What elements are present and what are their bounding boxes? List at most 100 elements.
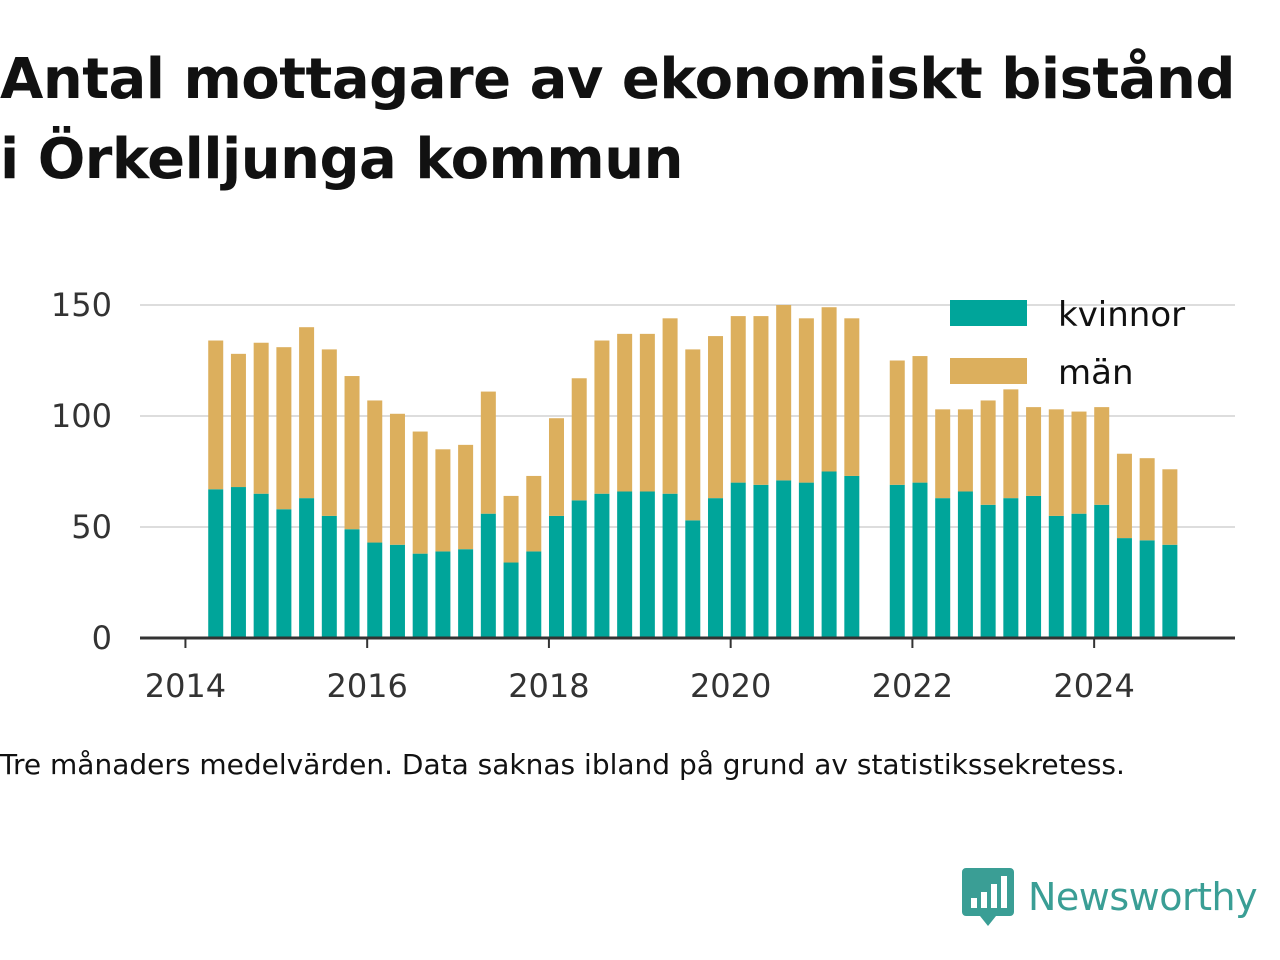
bars	[208, 305, 1178, 638]
bar-kvinnor	[957, 491, 973, 638]
x-tick-label: 2020	[690, 667, 771, 705]
bar-man	[435, 449, 451, 552]
bar-kvinnor	[1139, 540, 1155, 638]
bar-man	[753, 316, 769, 485]
chart-title-line-1: Antal mottagare av ekonomiskt bistånd	[0, 47, 1235, 112]
bar-man	[1139, 458, 1155, 541]
bar-man	[208, 340, 224, 490]
bar-kvinnor	[1116, 538, 1132, 638]
x-tick-label: 2022	[872, 667, 953, 705]
x-tick-label: 2016	[326, 667, 407, 705]
legend-swatch	[950, 300, 1027, 326]
bar-kvinnor	[617, 491, 633, 638]
legend: kvinnor män	[950, 295, 1185, 393]
bar-man	[1094, 407, 1110, 505]
bar-man	[662, 318, 678, 494]
x-axis-ticks: 2014 2016 2018 2020 2022 2024	[145, 638, 1135, 705]
bar-man	[957, 409, 973, 492]
bar-kvinnor	[821, 471, 837, 638]
bar-kvinnor	[594, 493, 610, 638]
bar-kvinnor	[458, 549, 474, 638]
bar-man	[344, 376, 360, 530]
bar-man	[639, 333, 655, 492]
legend-label: kvinnor	[1058, 295, 1185, 335]
bar-kvinnor	[889, 484, 905, 638]
brand-logo[interactable]: Newsworthy	[962, 862, 1258, 932]
bar-kvinnor	[708, 498, 724, 638]
y-axis-ticks: 0 50 100 150	[51, 286, 112, 657]
bar-kvinnor	[1026, 495, 1042, 638]
bar-kvinnor	[253, 493, 269, 638]
bar-kvinnor	[662, 493, 678, 638]
bar-kvinnor	[1094, 504, 1110, 638]
bar-kvinnor	[389, 544, 405, 638]
chart-title-line-2: i Örkelljunga kommun	[0, 127, 683, 192]
bar-man	[389, 413, 405, 545]
bar-kvinnor	[935, 498, 951, 638]
bar-man	[776, 305, 792, 481]
bar-kvinnor	[344, 529, 360, 638]
bar-kvinnor	[798, 482, 814, 638]
bar-kvinnor	[1048, 515, 1064, 638]
bar-kvinnor	[639, 491, 655, 638]
bar-man	[798, 318, 814, 483]
bar-man	[980, 400, 996, 505]
bar-kvinnor	[412, 553, 428, 638]
bar-man	[821, 307, 837, 472]
bar-kvinnor	[548, 515, 564, 638]
bar-man	[617, 333, 633, 492]
bar-man	[1026, 407, 1042, 496]
footnote: Tre månaders medelvärden. Data saknas ib…	[0, 748, 1125, 781]
bar-kvinnor	[1162, 544, 1178, 638]
bar-kvinnor	[844, 475, 860, 638]
bar-man	[730, 316, 746, 483]
bar-kvinnor	[367, 542, 383, 638]
bar-kvinnor	[1071, 513, 1087, 638]
bar-kvinnor	[980, 504, 996, 638]
x-tick-label: 2018	[508, 667, 589, 705]
newsworthy-logo-icon	[962, 868, 1014, 926]
legend-label: män	[1058, 353, 1134, 393]
bar-man	[571, 378, 587, 501]
bar-man	[844, 318, 860, 476]
bar-kvinnor	[912, 482, 928, 638]
bar-man	[526, 475, 542, 552]
bar-kvinnor	[1003, 498, 1019, 638]
bar-man	[458, 444, 474, 550]
x-tick-label: 2024	[1053, 667, 1134, 705]
bar-man	[889, 360, 905, 485]
y-tick-label: 0	[92, 619, 112, 657]
bar-man	[230, 353, 246, 488]
bar-kvinnor	[435, 551, 451, 638]
bar-man	[708, 336, 724, 499]
bar-kvinnor	[299, 498, 315, 638]
bar-man	[299, 327, 315, 499]
y-tick-label: 100	[51, 397, 112, 435]
bar-kvinnor	[276, 509, 292, 638]
bar-man	[276, 347, 292, 510]
bar-kvinnor	[208, 489, 224, 638]
bar-man	[253, 342, 269, 494]
bar-man	[480, 391, 496, 514]
bar-kvinnor	[753, 484, 769, 638]
bar-man	[1116, 453, 1132, 539]
bar-man	[503, 495, 519, 563]
bar-kvinnor	[503, 562, 519, 638]
bar-kvinnor	[571, 500, 587, 638]
bar-man	[1071, 411, 1087, 514]
brand-name: Newsworthy	[1028, 875, 1258, 919]
legend-swatch	[950, 358, 1027, 384]
bar-man	[367, 400, 383, 543]
bar-man	[685, 349, 701, 521]
bar-man	[594, 340, 610, 494]
bar-kvinnor	[230, 487, 246, 638]
x-tick-label: 2014	[145, 667, 226, 705]
bar-man	[548, 418, 564, 516]
bar-man	[935, 409, 951, 499]
stacked-bar-chart: 0 50 100 150 2014 2016 2018 2020 2022 2024 kvinn…	[51, 286, 1235, 705]
bar-kvinnor	[685, 520, 701, 638]
bar-kvinnor	[526, 551, 542, 638]
bar-man	[1003, 389, 1019, 499]
y-tick-label: 50	[71, 508, 112, 546]
y-tick-label: 150	[51, 286, 112, 324]
